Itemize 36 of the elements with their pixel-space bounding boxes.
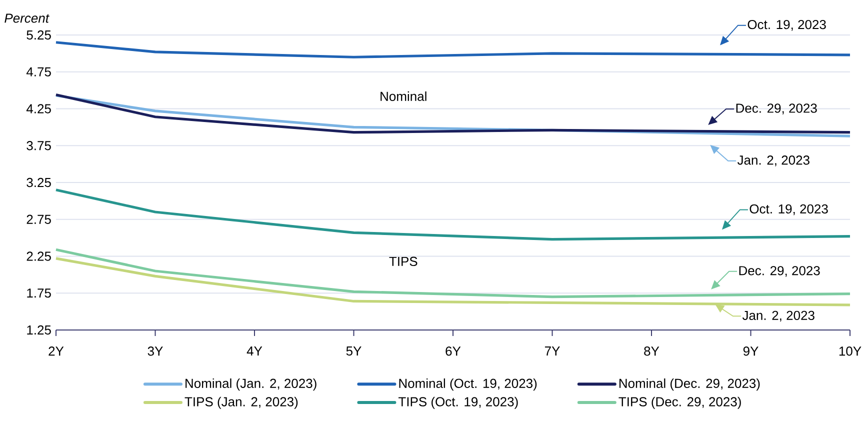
annotation: Jan. 2, 2023 <box>737 156 810 166</box>
line-series <box>54 248 852 298</box>
legend-label: TIPS (Jan. 2, 2023) <box>184 396 298 409</box>
x-tick-label: 10Y <box>839 346 862 356</box>
x-tick-label: 6Y <box>446 346 461 356</box>
annotation: Jan. 2, 2023 <box>742 310 814 322</box>
x-tick-label: 5Y <box>346 346 362 356</box>
line-series <box>54 41 852 58</box>
line-series <box>54 188 852 241</box>
annotation: Nominal <box>380 91 426 101</box>
annotation: Oct. 19, 2023 <box>750 204 828 216</box>
x-tick-label: 8Y <box>644 346 660 356</box>
y-tick-label: 3.25 <box>26 178 51 188</box>
text: Oct. 19, 2023 <box>748 20 826 31</box>
annotation: TIPS <box>389 256 418 266</box>
y-tick-label: 4.25 <box>26 104 51 114</box>
y-tick-label: 4.75 <box>26 67 51 76</box>
y-tick-label: 2.75 <box>26 214 51 224</box>
legend-label: TIPS (Oct. 19, 2023) <box>398 396 518 409</box>
x-tick-label: 7Y <box>544 346 560 356</box>
annotation: Dec. 29, 2023 <box>736 104 817 114</box>
y-axis-title: Percent <box>4 14 50 23</box>
y-tick-label: 1.25 <box>27 325 51 335</box>
annotation: Dec. 29, 2023 <box>739 266 820 277</box>
y-tick-label: 1.75 <box>27 288 51 298</box>
x-tick-label: 9Y <box>743 346 758 356</box>
legend-label: TIPS (Dec. 29, 2023) <box>618 396 741 409</box>
y-tick-label: 2.25 <box>26 252 51 261</box>
x-tick-label: 4Y <box>246 346 262 356</box>
y-tick-label: 5.25 <box>26 30 51 40</box>
x-tick-label: 2Y <box>48 346 64 356</box>
y-tick-label: 3.75 <box>26 141 51 150</box>
legend-label: Nominal (Oct. 19, 2023) <box>399 378 537 391</box>
legend-label: Nominal (Dec. 29, 2023) <box>619 378 760 391</box>
x-tick-label: 3Y <box>148 346 163 356</box>
legend-label: Nominal (Jan. 2, 2023) <box>186 378 316 391</box>
